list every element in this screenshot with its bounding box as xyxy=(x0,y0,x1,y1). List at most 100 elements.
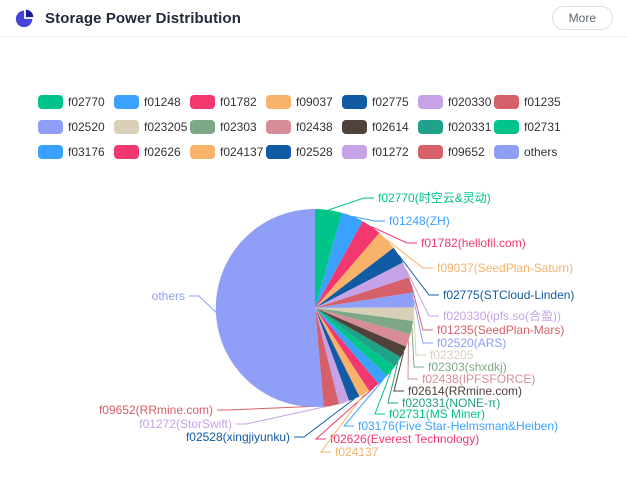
legend-swatch-f02303 xyxy=(190,120,215,134)
pie-label-f02438: f02438(IPFSFORCE) xyxy=(422,372,535,386)
pie-slice-others[interactable] xyxy=(215,208,324,407)
legend-label: f02438 xyxy=(296,120,333,134)
legend-item-others[interactable]: others xyxy=(494,145,570,159)
pie-slice-f09652[interactable] xyxy=(315,308,339,407)
pie-label-line-f09652 xyxy=(217,405,332,411)
legend-swatch-f01782 xyxy=(190,95,215,109)
legend-label: f01782 xyxy=(220,95,257,109)
pie-label-line-f02303 xyxy=(411,327,424,368)
pie-slice-f020330[interactable] xyxy=(315,262,410,309)
pie-label-line-f02520 xyxy=(413,299,433,344)
pie-slice-f01782[interactable] xyxy=(315,221,380,308)
legend-item-f09652[interactable]: f09652 xyxy=(418,145,494,159)
pie-label-line-f02438 xyxy=(407,340,418,380)
legend-item-f09037[interactable]: f09037 xyxy=(266,95,342,109)
pie-label-f09037: f09037(SeedPlan-Saturn) xyxy=(437,261,573,275)
pie-label-line-f02626 xyxy=(314,387,375,440)
legend-item-f02438[interactable]: f02438 xyxy=(266,120,342,134)
pie-slice-f01235[interactable] xyxy=(315,277,413,308)
legend-item-f01272[interactable]: f01272 xyxy=(342,145,418,159)
legend-item-f020331[interactable]: f020331 xyxy=(418,120,494,134)
pie-chart-icon xyxy=(14,7,36,29)
legend-swatch-f02770 xyxy=(38,95,63,109)
legend-swatch-f02520 xyxy=(38,120,63,134)
pie-slice-f02731[interactable] xyxy=(315,308,395,376)
legend-item-f023205[interactable]: f023205 xyxy=(114,120,190,134)
legend-swatch-f01272 xyxy=(342,145,367,159)
legend-item-f01235[interactable]: f01235 xyxy=(494,95,570,109)
pie-label-line-f01235 xyxy=(410,284,433,331)
pie-label-f024137: f024137 xyxy=(335,445,379,459)
legend-label: f020331 xyxy=(448,120,492,134)
pie-label-line-f024137 xyxy=(320,393,365,453)
pie-label-f02770: f02770(时空云&灵动) xyxy=(378,191,491,205)
pie-slice-f02626[interactable] xyxy=(315,308,379,391)
pie-label-f01782: f01782(hellofil.com) xyxy=(421,236,526,250)
legend-label: f023205 xyxy=(144,120,188,134)
legend-item-f020330[interactable]: f020330 xyxy=(418,95,494,109)
pie-slice-f023205[interactable] xyxy=(315,307,415,321)
pie-slice-f02775[interactable] xyxy=(315,247,403,308)
chart-legend: f02770 f01248 f01782 f09037 f02775 f020330 f01… xyxy=(38,95,570,159)
pie-slice-f02614[interactable] xyxy=(315,308,407,358)
pie-label-line-f023205 xyxy=(413,314,426,356)
legend-swatch-f01248 xyxy=(114,95,139,109)
legend-item-f01782[interactable]: f01782 xyxy=(190,95,266,109)
legend-label: f09037 xyxy=(296,95,333,109)
pie-slice-f02438[interactable] xyxy=(315,308,411,347)
pie-label-f02520: f02520(ARS) xyxy=(437,336,506,350)
legend-item-f02528[interactable]: f02528 xyxy=(266,145,342,159)
legend-swatch-f09652 xyxy=(418,145,443,159)
legend-item-f02731[interactable]: f02731 xyxy=(494,120,570,134)
more-button[interactable]: More xyxy=(551,6,613,30)
legend-swatch-f02528 xyxy=(266,145,291,159)
pie-label-f02528: f02528(xingjiyunku) xyxy=(186,430,290,444)
legend-swatch-f02731 xyxy=(494,120,519,134)
pie-slice-f02520[interactable] xyxy=(315,292,414,309)
legend-item-f02626[interactable]: f02626 xyxy=(114,145,190,159)
pie-slice-f02528[interactable] xyxy=(315,308,360,401)
page-title: Storage Power Distribution xyxy=(45,9,241,27)
pie-slice-f03176[interactable] xyxy=(315,308,388,384)
legend-label: f02626 xyxy=(144,145,181,159)
legend-label: f02520 xyxy=(68,120,105,134)
pie-label-line-f020330 xyxy=(405,269,439,317)
pie-label-line-f02775 xyxy=(398,254,439,296)
legend-label: f02614 xyxy=(372,120,409,134)
pie-label-f09652: f09652(RRmine.com) xyxy=(99,403,213,417)
legend-item-f02303[interactable]: f02303 xyxy=(190,120,266,134)
pie-slice-f02770[interactable] xyxy=(315,209,342,308)
legend-item-f024137[interactable]: f024137 xyxy=(190,145,266,159)
legend-item-f02520[interactable]: f02520 xyxy=(38,120,114,134)
legend-swatch-f02438 xyxy=(266,120,291,134)
legend-swatch-f020331 xyxy=(418,120,443,134)
legend-item-f02775[interactable]: f02775 xyxy=(342,95,418,109)
legend-swatch-f02626 xyxy=(114,145,139,159)
legend-item-f01248[interactable]: f01248 xyxy=(114,95,190,109)
legend-label: f024137 xyxy=(220,145,264,159)
pie-label-line-others xyxy=(189,295,217,313)
pie-label-f023205: f023205 xyxy=(430,348,474,362)
pie-label-others: others xyxy=(152,289,185,303)
pie-slice-f020331[interactable] xyxy=(315,308,401,367)
pie-slice-f09037[interactable] xyxy=(315,232,394,308)
pie-slice-f024137[interactable] xyxy=(315,308,370,397)
pie-slice-f02303[interactable] xyxy=(315,308,414,335)
legend-swatch-others xyxy=(494,145,519,159)
pie-label-line-f03176 xyxy=(342,379,384,427)
legend-item-f02614[interactable]: f02614 xyxy=(342,120,418,134)
pie-label-line-f09037 xyxy=(386,239,433,269)
pie-slice-f01248[interactable] xyxy=(315,212,363,308)
legend-label: f09652 xyxy=(448,145,485,159)
pie-label-f01272: f01272(StorSwift) xyxy=(139,417,232,431)
pie-label-f02731: f02731(MS Miner) xyxy=(389,407,485,421)
legend-swatch-f020330 xyxy=(418,95,443,109)
legend-swatch-f02614 xyxy=(342,120,367,134)
pie-slice-f01272[interactable] xyxy=(315,308,350,404)
legend-item-f02770[interactable]: f02770 xyxy=(38,95,114,109)
legend-label: f02731 xyxy=(524,120,561,134)
legend-label: f01248 xyxy=(144,95,181,109)
legend-item-f03176[interactable]: f03176 xyxy=(38,145,114,159)
legend-swatch-f01235 xyxy=(494,95,519,109)
